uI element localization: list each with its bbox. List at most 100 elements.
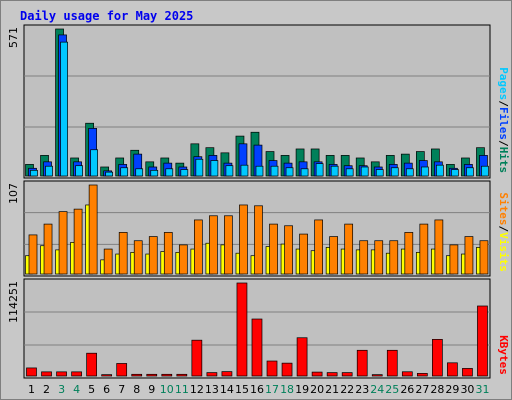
visits-bar-2 <box>43 223 53 275</box>
x-tick-label-17: 17 <box>265 383 279 396</box>
x-tick-label-6: 6 <box>103 383 110 396</box>
kbytes-bar-14 <box>221 371 233 377</box>
pages-bar-10 <box>165 168 174 177</box>
visits-bar-24 <box>374 240 384 275</box>
x-tick-label-13: 13 <box>205 383 219 396</box>
pages-bar-7 <box>120 167 129 177</box>
x-tick-label-25: 25 <box>385 383 399 396</box>
kbytes-bar-10 <box>161 373 173 377</box>
x-tick-label-5: 5 <box>88 383 95 396</box>
pages-bar-18 <box>285 167 294 177</box>
pages-bar-17 <box>270 165 279 177</box>
visits-bar-27 <box>419 223 429 275</box>
pages-bar-20 <box>315 163 324 177</box>
visits-bar-16 <box>254 205 263 275</box>
kbytes-bar-21 <box>326 372 338 377</box>
pages-bar-30 <box>466 167 474 177</box>
visits-bar-10 <box>163 232 173 275</box>
legend-separator: / <box>497 140 510 147</box>
pages-bar-3 <box>60 41 68 177</box>
pages-bar-6 <box>105 171 114 177</box>
kbytes-bar-13 <box>206 372 218 377</box>
visits-bar-29 <box>449 244 459 275</box>
right-legend-hits: Pages/Files/Hits <box>497 67 510 173</box>
pages-bar-24 <box>375 169 384 177</box>
legend-hits: Hits <box>497 147 510 174</box>
y-max-label-visits: 107 <box>7 183 20 204</box>
pages-bar-5 <box>90 149 98 177</box>
legend-separator: / <box>497 100 510 107</box>
visits-bar-22 <box>344 223 354 275</box>
pages-bar-15 <box>240 164 249 177</box>
pages-bar-21 <box>330 165 339 177</box>
visits-bar-9 <box>148 236 158 275</box>
kbytes-bar-31 <box>477 305 488 377</box>
visits-bar-1 <box>28 234 38 275</box>
kbytes-bar-20 <box>311 371 323 377</box>
visits-bar-30 <box>464 236 474 275</box>
pages-bar-26 <box>405 168 414 177</box>
x-tick-label-28: 28 <box>430 383 444 396</box>
visits-bar-20 <box>314 219 323 275</box>
legend-separator: / <box>497 226 510 233</box>
y-max-label-kbytes: 114251 <box>7 281 20 323</box>
x-tick-label-7: 7 <box>118 383 125 396</box>
visits-bar-6 <box>103 248 113 275</box>
pages-bar-11 <box>180 169 189 177</box>
x-tick-label-14: 14 <box>220 383 234 396</box>
x-tick-label-31: 31 <box>475 383 489 396</box>
x-tick-label-21: 21 <box>325 383 339 396</box>
visits-bar-3 <box>58 211 68 275</box>
pages-bar-28 <box>436 164 444 177</box>
kbytes-bar-8 <box>131 373 143 377</box>
kbytes-bar-11 <box>176 373 188 377</box>
kbytes-bar-9 <box>146 373 158 377</box>
kbytes-bar-17 <box>266 360 278 377</box>
visits-bar-18 <box>284 225 293 275</box>
visits-bar-31 <box>479 240 489 275</box>
pages-bar-13 <box>210 160 219 177</box>
legend-files: Files <box>497 107 510 140</box>
visits-bar-25 <box>389 240 399 275</box>
kbytes-bar-15 <box>236 282 248 377</box>
kbytes-bar-2 <box>41 371 52 377</box>
x-tick-label-8: 8 <box>133 383 140 396</box>
pages-bar-1 <box>30 169 38 177</box>
kbytes-bar-12 <box>191 339 203 377</box>
kbytes-bar-5 <box>86 352 97 377</box>
kbytes-bar-1 <box>26 367 37 377</box>
visits-bar-15 <box>239 204 248 275</box>
kbytes-bar-25 <box>386 349 398 377</box>
visits-bar-12 <box>194 219 203 275</box>
legend-visits: Visits <box>497 232 510 272</box>
x-tick-label-9: 9 <box>148 383 155 396</box>
kbytes-bar-22 <box>341 372 353 377</box>
visits-bar-23 <box>359 240 369 275</box>
x-tick-label-10: 10 <box>160 383 174 396</box>
visits-bar-14 <box>224 215 233 275</box>
visits-bar-5 <box>88 184 98 275</box>
legend-sites: Sites <box>497 192 510 225</box>
pages-bar-8 <box>135 168 144 177</box>
visits-bar-28 <box>434 219 444 275</box>
visits-bar-19 <box>299 233 308 275</box>
pages-bar-23 <box>360 166 369 177</box>
kbytes-bar-6 <box>101 374 113 377</box>
pages-bar-4 <box>75 165 83 177</box>
x-tick-label-19: 19 <box>295 383 309 396</box>
pages-bar-22 <box>345 168 354 177</box>
kbytes-bar-3 <box>56 371 67 377</box>
kbytes-bar-18 <box>281 362 293 377</box>
kbytes-bar-23 <box>356 349 368 377</box>
visits-bar-13 <box>209 215 218 275</box>
kbytes-bar-19 <box>296 337 308 377</box>
x-tick-label-20: 20 <box>310 383 324 396</box>
kbytes-bar-30 <box>462 368 473 377</box>
visits-bar-26 <box>404 232 414 275</box>
x-tick-label-18: 18 <box>280 383 294 396</box>
kbytes-bar-28 <box>432 339 443 377</box>
x-tick-label-26: 26 <box>400 383 414 396</box>
x-tick-label-1: 1 <box>28 383 35 396</box>
visits-bar-11 <box>178 244 188 275</box>
